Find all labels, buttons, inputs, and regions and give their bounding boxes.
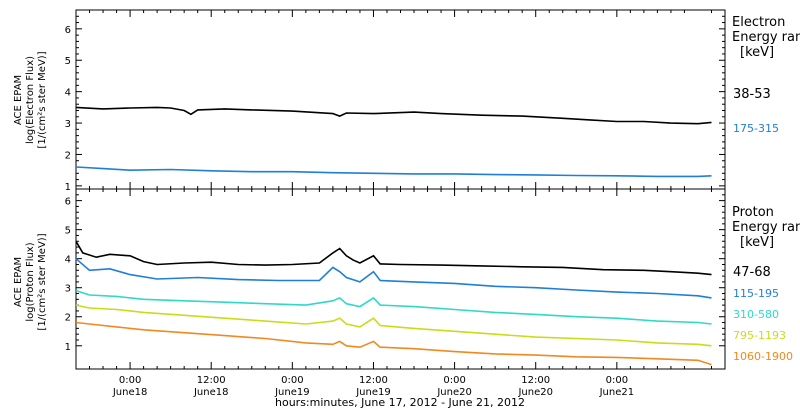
electron-ylabel-line-1: ACE EPAM	[13, 75, 24, 125]
proton-y-ticks: 1 2 3 4 5 6	[65, 188, 725, 353]
proton-legend: Proton Energy ranges [keV] 47-68 115-195 3…	[732, 205, 800, 363]
x-tick-time: 0:00	[281, 375, 303, 386]
electron-ylabel-line-3: [1/(cm²s ster MeV)]	[37, 51, 48, 148]
x-tick-date: June19	[274, 387, 310, 398]
y-tick-label: 6	[65, 25, 71, 36]
x-tick-date: June20	[436, 387, 472, 398]
electron-legend-title-2: Energy ranges	[732, 30, 800, 45]
x-tick-date: June19	[355, 387, 391, 398]
x-tick-date: June20	[517, 387, 553, 398]
y-tick-label: 4	[65, 255, 71, 266]
electron-legend: Electron Energy ranges [keV] 38-53 175-31…	[732, 15, 800, 135]
y-tick-label: 2	[65, 313, 71, 324]
proton-y-axis-label: ACE EPAM log(Proton Flux) [1/(cm²s ster …	[13, 233, 48, 330]
y-tick-label: 3	[65, 119, 71, 130]
electron-y-axis-label: ACE EPAM log(Electron Flux) [1/(cm²s ste…	[13, 51, 48, 148]
x-tick-time: 0:00	[119, 375, 141, 386]
x-tick-date: June18	[193, 387, 229, 398]
electron-series	[75, 106, 712, 178]
x-axis-label: hours:minutes, June 17, 2012 - June 21, …	[275, 396, 525, 409]
y-tick-label: 5	[65, 226, 71, 237]
proton-ylabel-line-1: ACE EPAM	[13, 257, 24, 307]
y-tick-label: 6	[65, 197, 71, 208]
legend-entry-795-1193: 795-1193	[733, 329, 786, 342]
series-line-310-580	[75, 289, 712, 325]
y-tick-label: 3	[65, 284, 71, 295]
series-line-795-1193	[75, 304, 712, 347]
x-tick-time: 12:00	[521, 375, 550, 386]
electron-ylabel-line-2: log(Electron Flux)	[25, 56, 36, 144]
proton-legend-title-2: Energy ranges	[732, 220, 800, 235]
series-line-115-195	[75, 258, 712, 299]
x-tick-time: 0:00	[606, 375, 628, 386]
legend-entry-175-315: 175-315	[733, 122, 779, 135]
electron-legend-title-1: Electron	[732, 15, 785, 30]
x-tick-date: June18	[112, 387, 148, 398]
electron-legend-title-3: [keV]	[740, 45, 774, 60]
proton-panel: ACE EPAM log(Proton Flux) [1/(cm²s ster …	[13, 188, 800, 370]
legend-entry-47-68: 47-68	[733, 265, 771, 280]
y-tick-label: 1	[65, 342, 71, 353]
x-tick-time: 12:00	[197, 375, 226, 386]
proton-ylabel-line-2: log(Proton Flux)	[25, 242, 36, 321]
legend-entry-310-580: 310-580	[733, 308, 779, 321]
y-tick-label: 5	[65, 56, 71, 67]
legend-entry-38-53: 38-53	[733, 87, 771, 102]
electron-legend-items: 38-53 175-315	[733, 87, 779, 135]
x-axis-ticks: 0:00June1812:00June180:00June1912:00June…	[89, 10, 712, 398]
proton-legend-title-3: [keV]	[740, 235, 774, 250]
series-line-38-53	[75, 106, 712, 125]
proton-legend-title-1: Proton	[732, 205, 774, 220]
proton-ylabel-line-3: [1/(cm²s ster MeV)]	[37, 233, 48, 330]
series-line-1060-1900	[75, 321, 712, 366]
legend-entry-1060-1900: 1060-1900	[733, 350, 793, 363]
x-tick-date: June21	[599, 387, 635, 398]
electron-plot-frame	[75, 9, 726, 190]
electron-y-ticks: 1 2 3 4 5 6	[65, 9, 725, 193]
y-tick-label: 1	[65, 182, 71, 193]
legend-entry-115-195: 115-195	[733, 287, 779, 300]
electron-panel: ACE EPAM log(Electron Flux) [1/(cm²s ste…	[13, 9, 800, 193]
series-line-175-315	[75, 166, 712, 178]
y-tick-label: 2	[65, 150, 71, 161]
x-tick-time: 0:00	[443, 375, 465, 386]
series-line-47-68	[75, 240, 712, 276]
y-tick-label: 4	[65, 88, 71, 99]
proton-series	[75, 240, 712, 366]
proton-legend-items: 47-68 115-195 310-580 795-1193 1060-1900	[733, 265, 793, 363]
x-tick-time: 12:00	[359, 375, 388, 386]
